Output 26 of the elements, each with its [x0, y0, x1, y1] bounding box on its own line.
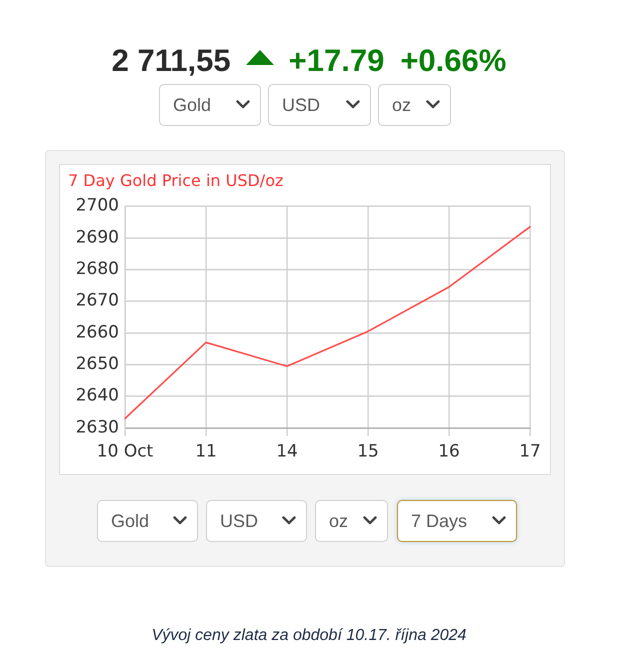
y-tick-label: 2670: [76, 290, 119, 311]
x-tick-label: 17: [519, 442, 541, 462]
text: 7 Days: [411, 510, 468, 533]
chart-title: 7 Day Gold Price in USD/oz: [68, 170, 284, 190]
y-tick-label: 2700: [76, 196, 119, 216]
y-tick-label: 2680: [76, 258, 119, 279]
text: 2 711,55: [112, 42, 231, 80]
y-tick-label: 2660: [76, 322, 119, 342]
x-tick-label: 14: [276, 442, 298, 462]
y-tick-label: 2650: [76, 354, 119, 374]
x-tick-label: 10 Oct: [96, 442, 154, 462]
text: Gold: [111, 510, 150, 533]
text: oz: [329, 510, 348, 533]
text: oz: [392, 94, 412, 117]
x-tick-label: 16: [438, 442, 460, 462]
text: Gold: [173, 94, 212, 117]
x-tick-label: 15: [357, 442, 379, 462]
text: USD: [220, 510, 258, 533]
y-tick-label: 2690: [76, 227, 119, 248]
y-tick-label: 2640: [76, 386, 119, 406]
text: +17.79: [288, 42, 384, 80]
y-tick-label: 2630: [76, 417, 119, 438]
text: Vývoj ceny zlata za období 10.17. října 2024: [150, 626, 468, 646]
text: +0.66%: [400, 42, 506, 80]
x-tick-label: 11: [195, 442, 217, 462]
text: USD: [282, 94, 320, 117]
